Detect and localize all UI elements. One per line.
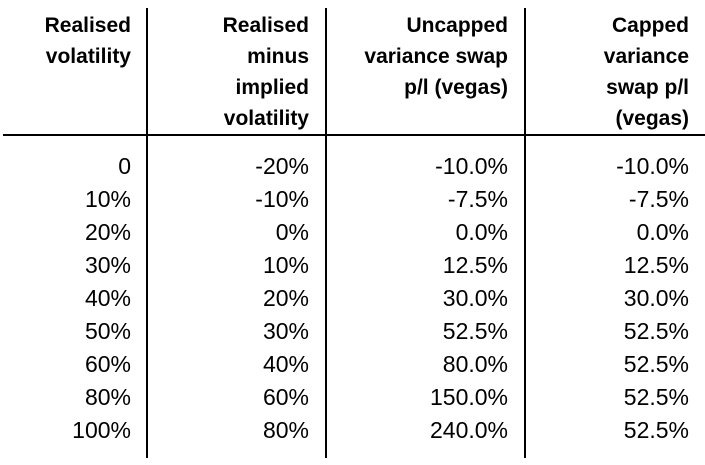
header-line: Realised: [222, 14, 309, 37]
table-cell: -7.5%: [447, 186, 508, 212]
column-divider: [524, 8, 526, 458]
table-cell: 30%: [84, 252, 131, 278]
table-cell: -10%: [255, 186, 309, 212]
table-cell: 40%: [262, 351, 309, 377]
table-cell: 150.0%: [429, 384, 508, 410]
table-cell: -10.0%: [616, 153, 689, 179]
header-line: volatility: [223, 107, 309, 130]
table-cell: 52.5%: [623, 351, 689, 377]
table-cell: 80%: [262, 417, 309, 443]
header-line: swap p/l: [606, 76, 689, 99]
column-header: Realised volatility: [0, 10, 131, 72]
table-cell: -10.0%: [435, 153, 508, 179]
header-line: Uncapped: [406, 14, 508, 37]
header-line: volatility: [45, 45, 131, 68]
header-line: variance swap: [364, 45, 508, 68]
table-cell: 52.5%: [442, 318, 508, 344]
table-cell: 52.5%: [623, 318, 689, 344]
table-cell: 20%: [84, 219, 131, 245]
column-header: Realised minus implied volatility: [150, 10, 309, 134]
table-cell: 60%: [262, 384, 309, 410]
table-cell: 50%: [84, 318, 131, 344]
table-cell: 52.5%: [623, 384, 689, 410]
header-line: Capped: [611, 14, 689, 37]
column-divider: [325, 8, 327, 458]
table-cell: 0: [118, 153, 131, 179]
column-header: Uncapped variance swap p/l (vegas): [330, 10, 508, 103]
table-cell: 0.0%: [636, 219, 689, 245]
table-cell: 60%: [84, 351, 131, 377]
column-realised-volatility: Realised volatility 0 10% 20% 30% 40% 50…: [0, 10, 131, 458]
column-divider: [146, 8, 148, 458]
header-line: (vegas): [615, 107, 689, 130]
table-cell: 80.0%: [442, 351, 508, 377]
header-line: implied: [235, 76, 309, 99]
table-cell: 0%: [275, 219, 309, 245]
table-cell: 30.0%: [442, 285, 508, 311]
table-cell: 40%: [84, 285, 131, 311]
table-cell: 30%: [262, 318, 309, 344]
header-rule: [3, 134, 705, 136]
table-cell: -20%: [255, 153, 309, 179]
header-line: Realised: [44, 14, 131, 37]
table-cell: 52.5%: [623, 417, 689, 443]
column-header: Capped variance swap p/l (vegas): [530, 10, 689, 134]
table-cell: 100%: [72, 417, 131, 443]
header-line: p/l (vegas): [404, 76, 508, 99]
table-cell: -7.5%: [628, 186, 689, 212]
table-cell: 20%: [262, 285, 309, 311]
table-cell: 12.5%: [623, 252, 689, 278]
header-line: variance: [603, 45, 689, 68]
table-cell: 10%: [84, 186, 131, 212]
table-cell: 12.5%: [442, 252, 508, 278]
table-cell: 30.0%: [623, 285, 689, 311]
column-realised-minus-implied: Realised minus implied volatility -20% -…: [150, 10, 309, 458]
header-line: minus: [247, 45, 309, 68]
table-cell: 10%: [262, 252, 309, 278]
table-cell: 0.0%: [455, 219, 508, 245]
column-uncapped-pl: Uncapped variance swap p/l (vegas) -10.0…: [330, 10, 508, 458]
column-capped-pl: Capped variance swap p/l (vegas) -10.0% …: [530, 10, 689, 458]
table-cell: 80%: [84, 384, 131, 410]
table-cell: 240.0%: [429, 417, 508, 443]
